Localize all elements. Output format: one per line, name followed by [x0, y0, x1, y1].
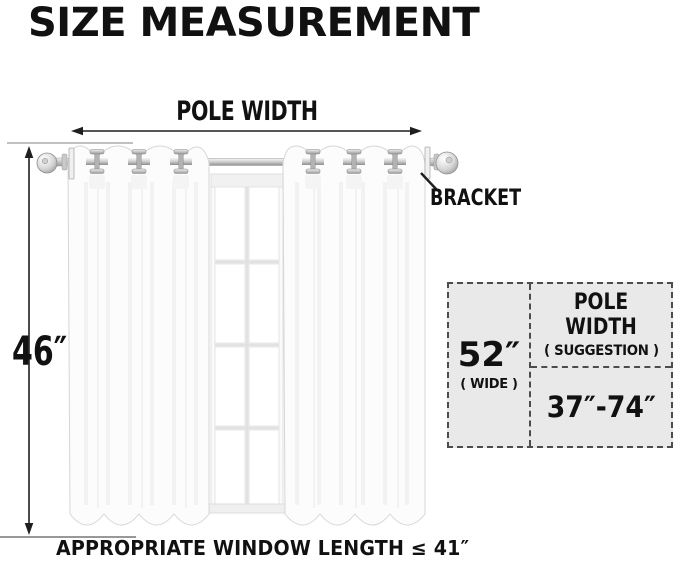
rod-hardware [36, 146, 459, 180]
grommet [343, 149, 365, 189]
page-title: SIZE MEASUREMENT [28, 0, 480, 46]
window-length-note: APPROPRIATE WINDOW LENGTH ≤ 41″ [56, 536, 470, 560]
bracket-plate-left [68, 147, 75, 180]
grommet [86, 149, 108, 189]
pole-width-suggestion-cell: POLE WIDTH ( SUGGESTION ) [531, 284, 671, 368]
panel-width-cell: 52″ ( WIDE ) [449, 284, 531, 446]
grommet [170, 149, 192, 189]
curtain-panel-left [67, 145, 210, 526]
pole-width-subtitle: ( SUGGESTION ) [543, 342, 659, 359]
curtain-panel-right [282, 145, 426, 526]
finial-ball-right-icon [435, 151, 459, 175]
grommets [86, 149, 406, 189]
curtain-height-label: 46″ [12, 329, 68, 375]
panel-width-note: ( WIDE ) [460, 376, 518, 392]
window-head-bar [210, 173, 284, 188]
window [202, 173, 300, 514]
curtain-folds [84, 180, 409, 508]
pole-width-title: POLE WIDTH [565, 290, 637, 340]
measurement-graphics [0, 126, 438, 538]
pole-width-arrow [71, 126, 422, 136]
size-suggestion-table: 52″ ( WIDE ) POLE WIDTH ( SUGGESTION ) 3… [447, 282, 673, 448]
height-arrow [24, 146, 34, 535]
bracket-pointer-line [420, 172, 438, 191]
finial-collar-left [61, 153, 68, 171]
pole-width-label: POLE WIDTH [176, 96, 318, 127]
panel-width-value: 52″ [457, 335, 521, 376]
pole-width-range-cell: 37″-74″ [531, 368, 671, 446]
grommet [128, 149, 150, 189]
pole-width-range-value: 37″-74″ [546, 390, 656, 424]
grommet [302, 149, 324, 189]
grommet [384, 149, 406, 189]
bracket-plate-right [424, 146, 431, 180]
bracket-label: BRACKET [430, 186, 522, 211]
window-mullion-edges [215, 187, 279, 504]
